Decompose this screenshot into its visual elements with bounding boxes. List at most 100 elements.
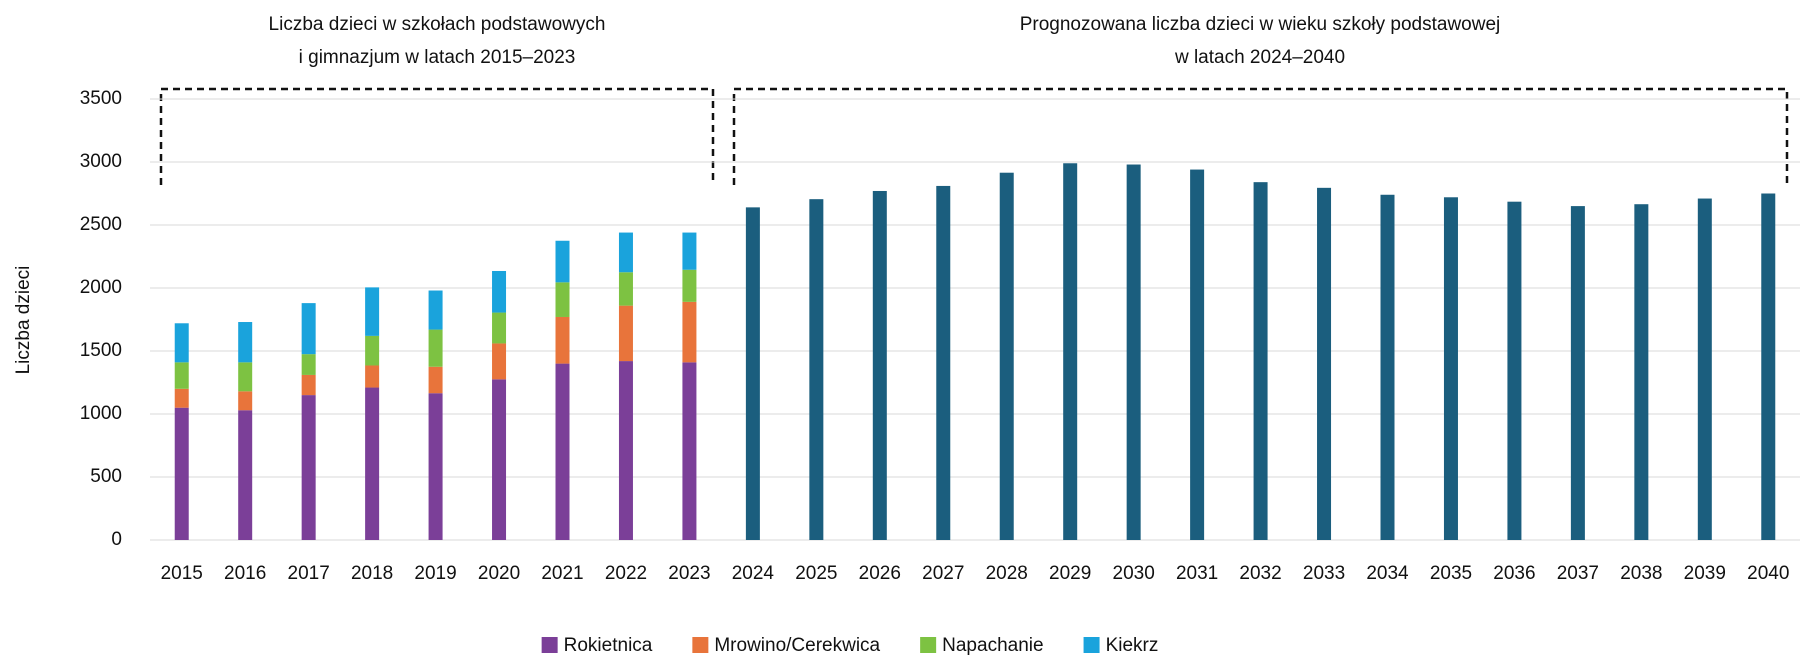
bar bbox=[936, 185, 951, 540]
y-axis-label: Liczba dzieci bbox=[13, 266, 34, 375]
legend-label: Napachanie bbox=[942, 635, 1043, 656]
y-tick-label: 1500 bbox=[80, 340, 122, 361]
annotation: w latach 2024–2040 bbox=[1174, 47, 1345, 68]
legend-swatch bbox=[692, 637, 709, 653]
x-tick-label: 2027 bbox=[922, 563, 964, 584]
x-tick-label: 2035 bbox=[1430, 563, 1472, 584]
x-tick-label: 2016 bbox=[224, 563, 266, 584]
x-tick-label: 2024 bbox=[732, 563, 775, 584]
bar bbox=[1507, 201, 1522, 540]
bar bbox=[238, 362, 253, 392]
bar bbox=[809, 199, 824, 541]
bar bbox=[492, 379, 507, 540]
bar bbox=[428, 329, 443, 367]
bar bbox=[618, 305, 633, 362]
bar bbox=[682, 362, 697, 540]
bar bbox=[492, 343, 507, 380]
legend-label: Kiekrz bbox=[1106, 635, 1159, 656]
x-tick-label: 2040 bbox=[1747, 563, 1789, 584]
x-tick-label: 2020 bbox=[478, 563, 520, 584]
y-tick-label: 500 bbox=[90, 466, 122, 487]
bar bbox=[618, 232, 633, 273]
bar bbox=[301, 354, 316, 375]
bar bbox=[618, 272, 633, 306]
x-tick-label: 2015 bbox=[161, 563, 203, 584]
bar bbox=[1317, 187, 1332, 540]
bar bbox=[555, 282, 570, 317]
legend-swatch bbox=[541, 637, 558, 653]
bar bbox=[238, 322, 253, 363]
bar bbox=[999, 172, 1014, 540]
y-tick-label: 2000 bbox=[80, 277, 122, 298]
bar bbox=[682, 269, 697, 302]
bar bbox=[238, 410, 253, 540]
bar bbox=[174, 407, 189, 540]
x-tick-label: 2018 bbox=[351, 563, 393, 584]
y-tick-label: 3000 bbox=[80, 151, 122, 172]
y-tick-label: 1000 bbox=[80, 403, 122, 424]
x-tick-label: 2034 bbox=[1366, 563, 1409, 584]
bar bbox=[1443, 197, 1458, 540]
bar bbox=[365, 365, 380, 388]
bar bbox=[1126, 164, 1141, 540]
bar bbox=[745, 207, 760, 541]
bar bbox=[1634, 204, 1649, 540]
bracket-historical bbox=[159, 87, 715, 185]
x-tick-label: 2039 bbox=[1684, 563, 1726, 584]
bar bbox=[174, 323, 189, 363]
bar bbox=[492, 270, 507, 313]
bracket-forecast bbox=[732, 87, 1789, 185]
x-tick-label: 2031 bbox=[1176, 563, 1218, 584]
bar bbox=[1190, 169, 1205, 540]
y-tick-label: 0 bbox=[111, 529, 122, 550]
bar bbox=[428, 290, 443, 330]
legend-swatch bbox=[920, 637, 937, 653]
bar bbox=[301, 374, 316, 396]
bar bbox=[618, 361, 633, 540]
bar bbox=[492, 312, 507, 344]
bar bbox=[1063, 163, 1078, 540]
bar bbox=[428, 366, 443, 394]
bar bbox=[1380, 194, 1395, 540]
legend-swatch bbox=[1083, 637, 1100, 653]
x-tick-label: 2038 bbox=[1620, 563, 1662, 584]
bar bbox=[365, 387, 380, 540]
bar bbox=[872, 190, 887, 541]
x-tick-label: 2022 bbox=[605, 563, 647, 584]
annotation: Prognozowana liczba dzieci w wieku szkoł… bbox=[1020, 14, 1501, 35]
bar bbox=[428, 393, 443, 540]
legend-label: Rokietnica bbox=[564, 635, 653, 656]
bar bbox=[174, 362, 189, 389]
x-tick-label: 2033 bbox=[1303, 563, 1345, 584]
x-tick-label: 2029 bbox=[1049, 563, 1091, 584]
x-tick-label: 2036 bbox=[1493, 563, 1535, 584]
x-tick-label: 2023 bbox=[668, 563, 710, 584]
x-tick-label: 2019 bbox=[414, 563, 456, 584]
bar bbox=[1697, 198, 1712, 541]
bar bbox=[174, 388, 189, 408]
legend-label: Mrowino/Cerekwica bbox=[714, 635, 880, 656]
bar bbox=[1761, 193, 1776, 540]
x-tick-label: 2021 bbox=[541, 563, 583, 584]
bar bbox=[301, 303, 316, 355]
annotation: i gimnazjum w latach 2015–2023 bbox=[299, 47, 576, 68]
bar bbox=[238, 391, 253, 411]
bar bbox=[555, 240, 570, 283]
bar bbox=[1570, 206, 1585, 540]
x-tick-label: 2037 bbox=[1557, 563, 1599, 584]
bar bbox=[301, 395, 316, 540]
x-tick-label: 2017 bbox=[288, 563, 330, 584]
bar bbox=[1253, 182, 1268, 540]
y-tick-label: 2500 bbox=[80, 214, 122, 235]
x-tick-label: 2028 bbox=[986, 563, 1028, 584]
bar bbox=[365, 335, 380, 366]
bar bbox=[365, 287, 380, 336]
bar bbox=[682, 232, 697, 270]
x-tick-label: 2026 bbox=[859, 563, 901, 584]
y-tick-label: 3500 bbox=[80, 88, 122, 109]
x-tick-label: 2030 bbox=[1113, 563, 1155, 584]
x-tick-label: 2032 bbox=[1239, 563, 1281, 584]
x-tick-label: 2025 bbox=[795, 563, 837, 584]
bar bbox=[555, 363, 570, 540]
